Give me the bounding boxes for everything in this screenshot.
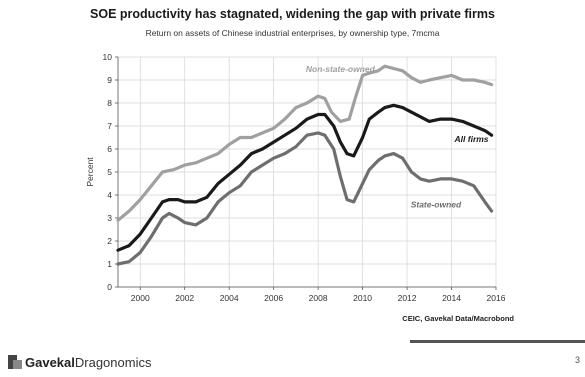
y-tick-label: 3 (107, 213, 112, 223)
x-tick-label: 2014 (442, 293, 461, 303)
series-label-all-firms: All firms (454, 134, 489, 144)
y-tick-label: 8 (107, 98, 112, 108)
series-label-state-owned: State-owned (411, 200, 462, 210)
y-tick-label: 1 (107, 259, 112, 269)
series-label-non-state-owned: Non-state-owned (306, 64, 376, 74)
chart-source: CEIC, Gavekal Data/Macrobond (402, 314, 514, 323)
x-tick-label: 2008 (309, 293, 328, 303)
x-tick-label: 2004 (220, 293, 239, 303)
y-tick-label: 5 (107, 167, 112, 177)
logo-text-bold: Gavekal (25, 354, 75, 370)
x-tick-label: 2006 (264, 293, 283, 303)
logo-text-light: Dragonomics (74, 354, 152, 370)
footer-rule (410, 340, 585, 343)
chart-subtitle: Return on assets of Chinese industrial e… (145, 28, 440, 38)
y-tick-label: 2 (107, 236, 112, 246)
y-tick-label: 0 (107, 282, 112, 292)
x-tick-label: 2002 (175, 293, 194, 303)
y-tick-label: 9 (107, 75, 112, 85)
x-tick-label: 2010 (353, 293, 372, 303)
y-tick-label: 10 (103, 52, 113, 62)
logo-text: GavekalDragonomics (25, 355, 151, 370)
series-line-non-state-owned (116, 64, 494, 222)
x-tick-label: 2016 (487, 293, 506, 303)
logo-mark-icon (8, 355, 22, 369)
y-tick-label: 6 (107, 144, 112, 154)
x-tick-label: 2012 (398, 293, 417, 303)
chart-title: SOE productivity has stagnated, widening… (90, 7, 495, 21)
series-line-all-firms (116, 103, 494, 252)
y-tick-label: 7 (107, 121, 112, 131)
y-tick-label: 4 (107, 190, 112, 200)
page-number: 3 (575, 355, 581, 365)
y-axis-label: Percent (85, 157, 95, 187)
gavekal-logo: GavekalDragonomics (8, 353, 151, 371)
x-tick-label: 2000 (131, 293, 150, 303)
series-line-state-owned (116, 131, 494, 266)
